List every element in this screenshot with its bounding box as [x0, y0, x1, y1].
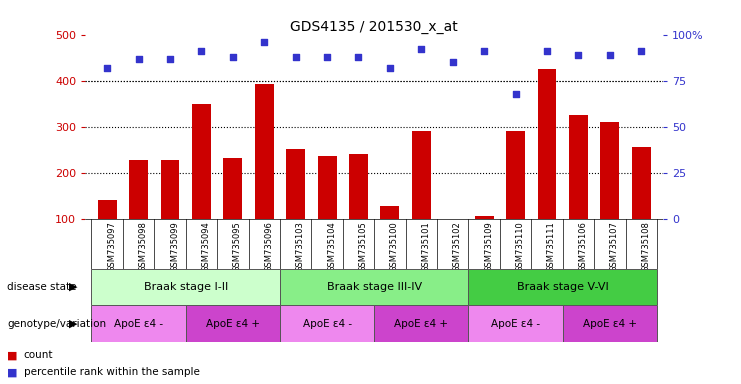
Text: genotype/variation: genotype/variation — [7, 318, 107, 329]
Text: ▶: ▶ — [70, 282, 78, 292]
Text: ApoE ε4 +: ApoE ε4 + — [206, 318, 260, 329]
Point — [321, 54, 333, 60]
Text: GSM735109: GSM735109 — [484, 221, 494, 272]
Bar — [224, 158, 242, 219]
Point — [541, 48, 553, 54]
Point — [196, 48, 207, 54]
Text: GSM735100: GSM735100 — [390, 221, 399, 272]
Bar — [632, 147, 651, 219]
Point — [133, 55, 144, 61]
Text: GSM735102: GSM735102 — [453, 221, 462, 272]
Point — [635, 48, 647, 54]
Bar — [537, 69, 556, 219]
Point — [102, 65, 113, 71]
Point — [573, 52, 585, 58]
Text: Braak stage I-II: Braak stage I-II — [144, 282, 228, 292]
Point — [416, 46, 428, 52]
Text: GSM735094: GSM735094 — [202, 221, 210, 272]
Point — [510, 91, 522, 97]
Point — [227, 54, 239, 60]
Bar — [129, 161, 148, 219]
Text: ApoE ε4 -: ApoE ε4 - — [491, 318, 540, 329]
Text: ■: ■ — [7, 350, 18, 360]
Bar — [255, 84, 273, 219]
Text: GSM735097: GSM735097 — [107, 221, 116, 272]
Text: GSM735107: GSM735107 — [610, 221, 619, 272]
Text: Braak stage III-IV: Braak stage III-IV — [327, 282, 422, 292]
Point — [478, 48, 490, 54]
Bar — [318, 156, 336, 219]
Text: Braak stage V-VI: Braak stage V-VI — [516, 282, 608, 292]
Bar — [161, 161, 179, 219]
Bar — [280, 269, 468, 305]
Text: GSM735101: GSM735101 — [422, 221, 431, 272]
Bar — [374, 305, 468, 342]
Text: ▶: ▶ — [70, 318, 78, 329]
Text: GSM735110: GSM735110 — [516, 221, 525, 272]
Text: count: count — [24, 350, 53, 360]
Text: ApoE ε4 -: ApoE ε4 - — [302, 318, 352, 329]
Bar — [562, 305, 657, 342]
Bar — [600, 122, 619, 219]
Text: GSM735108: GSM735108 — [641, 221, 650, 272]
Text: ApoE ε4 +: ApoE ε4 + — [394, 318, 448, 329]
Text: ApoE ε4 +: ApoE ε4 + — [582, 318, 637, 329]
Point — [447, 59, 459, 65]
Bar — [91, 305, 186, 342]
Bar — [186, 305, 280, 342]
Text: GSM735111: GSM735111 — [547, 221, 556, 272]
Point — [604, 52, 616, 58]
Title: GDS4135 / 201530_x_at: GDS4135 / 201530_x_at — [290, 20, 458, 33]
Bar — [91, 269, 280, 305]
Bar — [468, 269, 657, 305]
Point — [384, 65, 396, 71]
Text: GSM735099: GSM735099 — [170, 221, 179, 272]
Text: ApoE ε4 -: ApoE ε4 - — [114, 318, 163, 329]
Text: GSM735098: GSM735098 — [139, 221, 147, 272]
Text: GSM735096: GSM735096 — [265, 221, 273, 272]
Bar — [475, 216, 494, 219]
Bar — [280, 305, 374, 342]
Bar — [349, 154, 368, 219]
Bar — [468, 305, 562, 342]
Text: percentile rank within the sample: percentile rank within the sample — [24, 367, 199, 377]
Text: GSM735105: GSM735105 — [359, 221, 368, 272]
Bar — [192, 104, 211, 219]
Text: ■: ■ — [7, 367, 18, 377]
Bar — [412, 131, 431, 219]
Point — [259, 39, 270, 45]
Bar — [569, 115, 588, 219]
Text: GSM735104: GSM735104 — [327, 221, 336, 272]
Text: GSM735103: GSM735103 — [296, 221, 305, 272]
Text: disease state: disease state — [7, 282, 77, 292]
Text: GSM735106: GSM735106 — [579, 221, 588, 272]
Point — [164, 55, 176, 61]
Bar — [380, 207, 399, 219]
Bar — [506, 131, 525, 219]
Point — [353, 54, 365, 60]
Text: GSM735095: GSM735095 — [233, 221, 242, 272]
Point — [290, 54, 302, 60]
Bar — [286, 149, 305, 219]
Bar — [98, 200, 116, 219]
